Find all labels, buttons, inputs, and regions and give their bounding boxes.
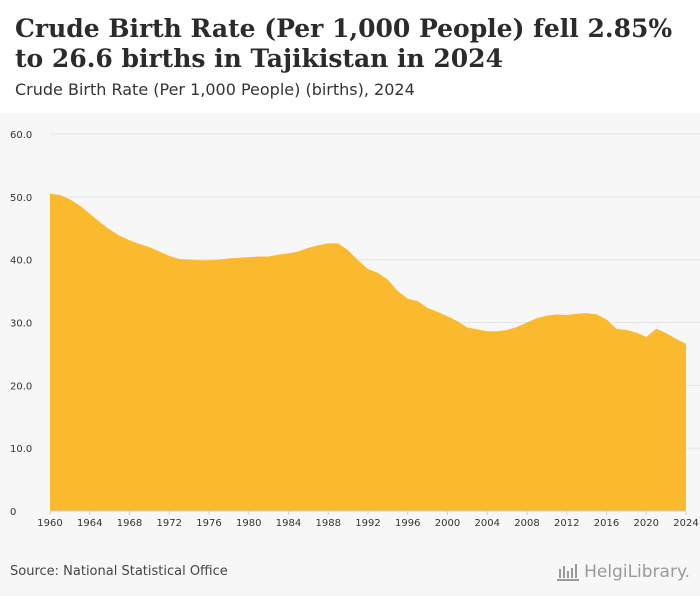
brand-logo[interactable]: HelgiLibrary. bbox=[556, 560, 690, 584]
brand-name: HelgiLibrary. bbox=[584, 562, 690, 582]
x-tick-label: 1964 bbox=[77, 518, 102, 529]
library-icon bbox=[557, 564, 580, 581]
x-tick-label: 1984 bbox=[276, 518, 301, 529]
chart-area: 0 10.0 20.0 30.0 40.0 50.0 60.0 1960 1964 1968 197… bbox=[0, 113, 700, 596]
x-tick-label: 1972 bbox=[157, 518, 182, 529]
x-tick-label: 1960 bbox=[37, 518, 62, 529]
y-tick-label: 60.0 bbox=[10, 130, 32, 141]
x-tick-label: 1968 bbox=[117, 518, 142, 529]
x-tick-label: 2004 bbox=[475, 518, 500, 529]
x-tick-label: 2016 bbox=[594, 518, 619, 529]
y-tick-label: 0 bbox=[10, 507, 16, 518]
header: Crude Birth Rate (Per 1,000 People) fell… bbox=[0, 0, 700, 113]
chart-subtitle: Crude Birth Rate (Per 1,000 People) (bir… bbox=[15, 80, 415, 99]
y-tick-label: 40.0 bbox=[10, 256, 32, 267]
x-tick-label: 2008 bbox=[514, 518, 539, 529]
y-tick-label: 30.0 bbox=[10, 319, 32, 330]
x-tick-label: 1992 bbox=[355, 518, 380, 529]
y-tick-label: 50.0 bbox=[10, 193, 32, 204]
x-tick-label: 1976 bbox=[196, 518, 221, 529]
x-tick-label: 2024 bbox=[673, 518, 698, 529]
x-tick-label: 2012 bbox=[554, 518, 579, 529]
x-tick-label: 1988 bbox=[316, 518, 341, 529]
chart-title: Crude Birth Rate (Per 1,000 People) fell… bbox=[15, 14, 673, 73]
area-series bbox=[50, 193, 686, 511]
y-tick-label: 20.0 bbox=[10, 381, 32, 392]
x-tick-label: 1980 bbox=[236, 518, 261, 529]
x-tick-label: 2000 bbox=[435, 518, 460, 529]
x-tick-label: 2020 bbox=[634, 518, 659, 529]
area-chart: 0 10.0 20.0 30.0 40.0 50.0 60.0 1960 1964 1968 197… bbox=[10, 130, 700, 529]
y-tick-label: 10.0 bbox=[10, 444, 32, 455]
source-note: Source: National Statistical Office bbox=[10, 564, 228, 579]
x-tick-label: 1996 bbox=[395, 518, 420, 529]
